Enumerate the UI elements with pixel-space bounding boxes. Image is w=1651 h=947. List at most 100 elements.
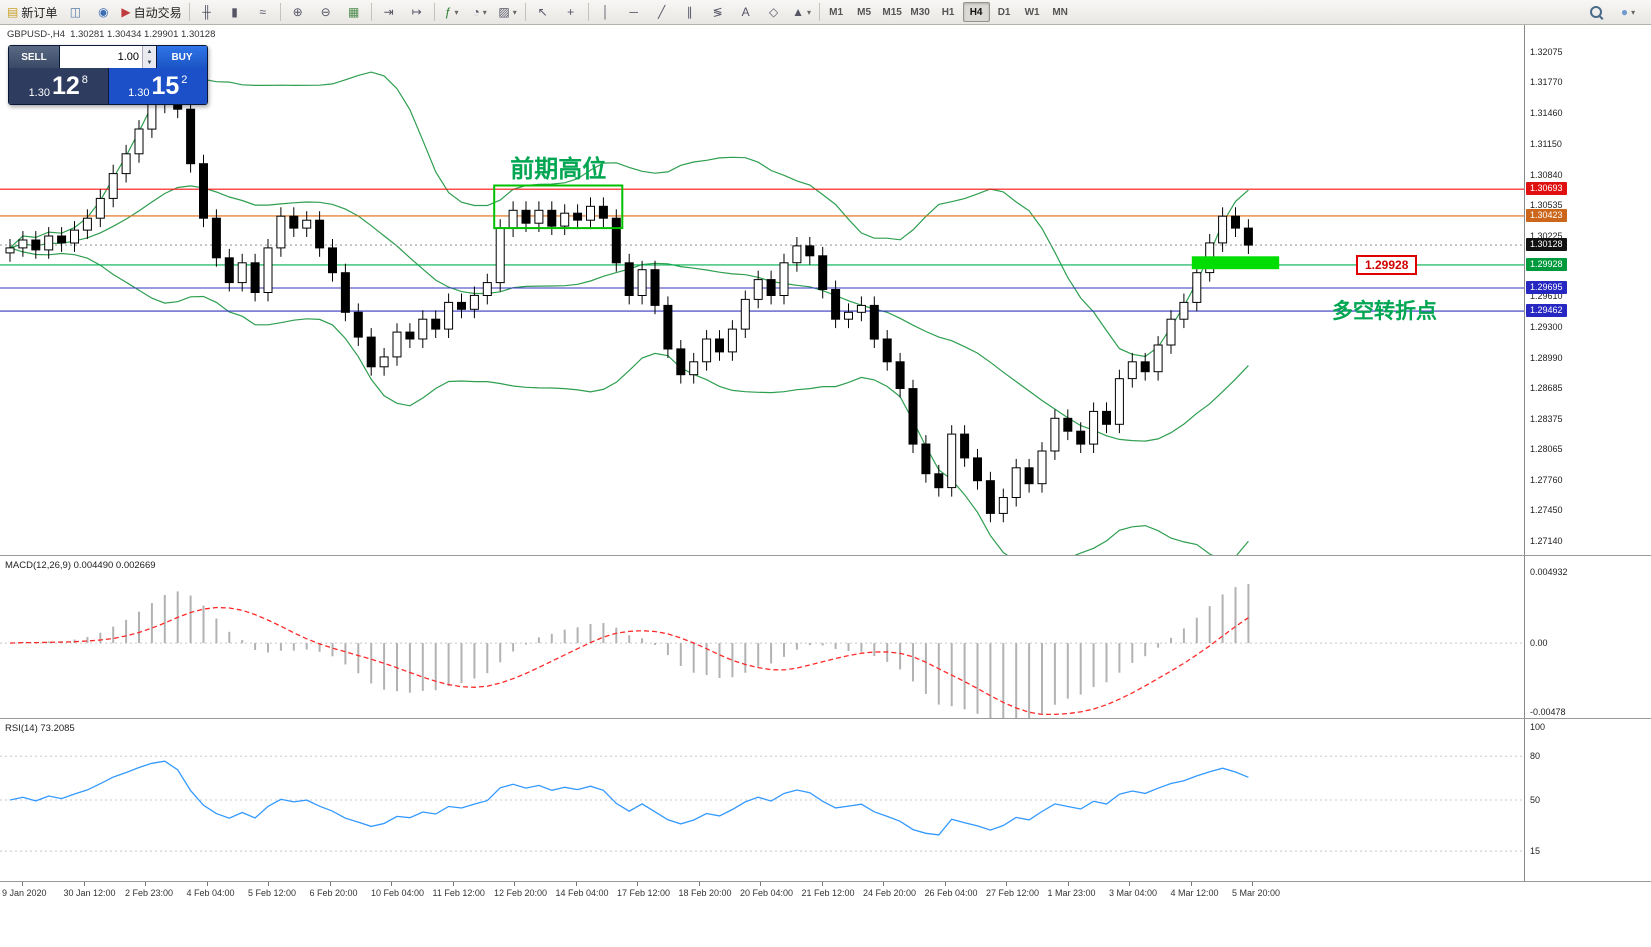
price-tick-label: 1.27760 — [1530, 475, 1563, 485]
crosshair-button[interactable]: + — [557, 1, 585, 23]
vertical-line-button[interactable]: │ — [592, 1, 620, 23]
volume-down-icon[interactable]: ▼ — [143, 57, 156, 68]
auto-scroll-button[interactable]: ⇥ — [375, 1, 403, 23]
candles-chart-button[interactable]: ▮ — [221, 1, 249, 23]
tile-windows-button[interactable]: ▦ — [340, 1, 368, 23]
new-order-button[interactable]: ▤ 新订单 — [3, 1, 61, 23]
price-chart[interactable] — [0, 25, 1524, 555]
volume-up-icon[interactable]: ▲ — [143, 46, 156, 57]
price-tick-label: 1.27140 — [1530, 536, 1563, 546]
volume-field[interactable]: 1.00 ▲ ▼ — [60, 46, 156, 68]
panel-splitter[interactable] — [0, 555, 1651, 556]
chart-window-button[interactable]: ◫ — [61, 1, 89, 23]
time-label: 18 Feb 20:00 — [678, 888, 732, 898]
chevron-down-icon: ▾ — [1631, 7, 1636, 17]
toolbar-button-label: 自动交易 — [133, 5, 182, 20]
price-tag: 1.30693 — [1526, 182, 1567, 195]
zoom-in-icon: ⊕ — [292, 5, 303, 19]
time-tick — [268, 882, 269, 886]
time-tick — [698, 882, 700, 886]
time-label: 14 Feb 04:00 — [555, 888, 609, 898]
ask-price-pips: 15 — [151, 71, 180, 100]
timeframe-d1-button[interactable]: D1 — [997, 6, 1011, 18]
timeframe-w1-button[interactable]: W1 — [1024, 6, 1040, 18]
toolbar-button-label: 新订单 — [21, 5, 58, 20]
fibonacci-button[interactable]: ≶ — [704, 1, 732, 23]
periods-icon: ◔ — [472, 5, 480, 19]
label-button[interactable]: ◇ — [760, 1, 788, 23]
trendline-button[interactable]: ╱ — [648, 1, 676, 23]
ask-price[interactable]: 1.30 15 2 — [107, 68, 207, 104]
bars-chart-icon: ╫ — [202, 5, 211, 19]
community-button[interactable]: ● ▾ — [1614, 1, 1642, 23]
toolbar-separator — [188, 3, 190, 21]
price-tick-label: 1.28990 — [1530, 353, 1563, 363]
bid-price-point: 8 — [81, 74, 88, 86]
timeframe-m5-button[interactable]: M5 — [857, 6, 872, 18]
time-tick — [1129, 882, 1130, 886]
time-label: 1 Mar 23:00 — [1047, 888, 1096, 898]
panel-splitter[interactable] — [0, 718, 1651, 719]
buy-button[interactable]: BUY — [156, 46, 207, 68]
channel-button[interactable]: ∥ — [676, 1, 704, 23]
rsi-panel[interactable] — [0, 719, 1524, 881]
zoom-out-button[interactable]: ⊖ — [312, 1, 340, 23]
chart-window: GBPUSD-,H4 1.30281 1.30434 1.29901 1.3012… — [0, 25, 1651, 947]
time-label: 12 Feb 20:00 — [494, 888, 548, 898]
time-tick — [944, 882, 946, 886]
tile-windows-icon: ▦ — [347, 5, 360, 19]
panel-splitter — [0, 881, 1651, 882]
macd-axis-label: 0.00 — [1530, 638, 1548, 648]
horizontal-line-button[interactable]: ─ — [620, 1, 648, 23]
zoom-in-button[interactable]: ⊕ — [284, 1, 312, 23]
text-button[interactable]: A — [732, 1, 760, 23]
indicators-icon: ƒ — [444, 5, 452, 19]
timeframe-m30-button[interactable]: M30 — [910, 6, 930, 18]
volume-value[interactable]: 1.00 — [117, 51, 139, 63]
rsi-axis-label: 15 — [1530, 846, 1541, 856]
bid-price[interactable]: 1.30 12 8 — [9, 68, 108, 104]
templates-button[interactable]: ▨ ▾ — [494, 1, 522, 23]
time-tick — [206, 882, 208, 886]
cursor-button[interactable]: ↖ — [529, 1, 557, 23]
line-chart-button[interactable]: ≈ — [249, 1, 277, 23]
sell-button[interactable]: SELL — [9, 46, 60, 68]
timeframe-mn-button[interactable]: MN — [1052, 6, 1068, 18]
timeframe-m15-button[interactable]: M15 — [882, 6, 902, 18]
search-icon — [1590, 6, 1602, 18]
time-label: 6 Feb 20:00 — [309, 888, 358, 898]
chart-shift-button[interactable]: ↦ — [403, 1, 431, 23]
shapes-button[interactable]: ▲ ▾ — [788, 1, 816, 23]
highlight-rect — [1191, 256, 1280, 270]
price-tick-label: 1.30840 — [1530, 170, 1563, 180]
toolbar-separator — [587, 3, 589, 21]
bars-chart-button[interactable]: ╫ — [193, 1, 221, 23]
horizontal-line-icon: ─ — [629, 5, 638, 19]
macd-panel[interactable] — [0, 556, 1524, 718]
autotrading-button[interactable]: ▶ 自动交易 — [117, 1, 185, 23]
indicators-button[interactable]: ƒ ▾ — [438, 1, 466, 23]
search-button[interactable] — [1582, 1, 1610, 23]
periods-button[interactable]: ◔ ▾ — [466, 1, 494, 23]
timeframe-m1-button[interactable]: M1 — [829, 6, 844, 18]
profile-button[interactable]: ◉ — [89, 1, 117, 23]
price-tick-label: 1.28375 — [1530, 414, 1563, 424]
time-tick — [452, 882, 454, 886]
toolbar-separator — [279, 3, 281, 21]
toolbar: ▤ 新订单 ◫ ◉ ▶ 自动交易 ╫ ▮ ≈ ⊕ ⊖ ▦ ⇥ ↦ ƒ ▾ ◔ ▾ ▨ ▾ ↖ + │ ─ ╱ ∥ ≶ A ◇ ▲ ▾ M1 M5… — [0, 0, 1651, 25]
text-icon: A — [741, 5, 750, 19]
bid-price-pips: 12 — [51, 71, 80, 100]
candles-chart-icon: ▮ — [231, 5, 238, 19]
time-tick — [22, 882, 23, 886]
chart-shift-icon: ↦ — [411, 5, 422, 19]
ask-price-base: 1.30 — [128, 87, 150, 99]
time-label: 26 Feb 04:00 — [924, 888, 978, 898]
one-click-trading-panel: SELL 1.00 ▲ ▼ BUY 1.30 12 8 1.30 — [8, 45, 208, 105]
candlesticks — [5, 82, 1253, 523]
price-scale[interactable]: 1.32075 1.31770 1.31460 1.31150 1.30840 1.305… — [1524, 25, 1651, 882]
volume-stepper[interactable]: ▲ ▼ — [142, 46, 156, 68]
time-scale[interactable]: 9 Jan 2020 30 Jan 12:00 2 Feb 23:00 4 Feb 0… — [0, 882, 1524, 904]
timeframe-h1-button[interactable]: H1 — [941, 6, 955, 18]
price-tick-label: 1.31770 — [1530, 77, 1563, 87]
timeframe-h4-button[interactable]: H4 — [962, 2, 990, 22]
